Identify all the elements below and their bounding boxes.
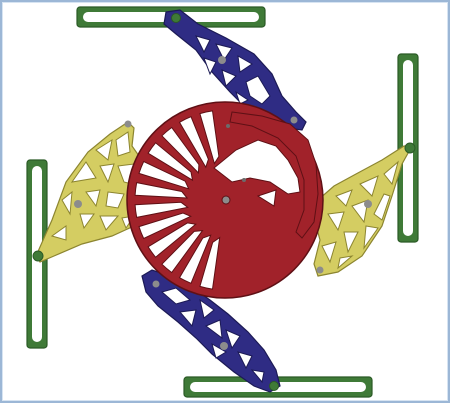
rotor-spoke-window	[178, 234, 212, 284]
crank-arm-bottom	[141, 269, 281, 393]
rotor-spoke-window	[138, 212, 192, 240]
rotor-spoke-window	[199, 110, 220, 165]
rotor-spoke-window	[134, 182, 189, 199]
rotor-spoke-window	[147, 142, 194, 182]
rotor-disk	[126, 101, 324, 299]
rotor-spoke-window	[147, 222, 197, 258]
rotor-spoke-window	[138, 160, 190, 190]
rotor-spoke-window	[178, 116, 209, 169]
crank-arm-top	[163, 9, 307, 131]
rotor-spoke-window	[161, 229, 204, 274]
rotor-spoke-window	[199, 236, 221, 290]
lattice-plate-right	[313, 142, 416, 277]
rotor-spoke-window	[134, 201, 189, 218]
rotor-spoke-window	[161, 126, 200, 175]
